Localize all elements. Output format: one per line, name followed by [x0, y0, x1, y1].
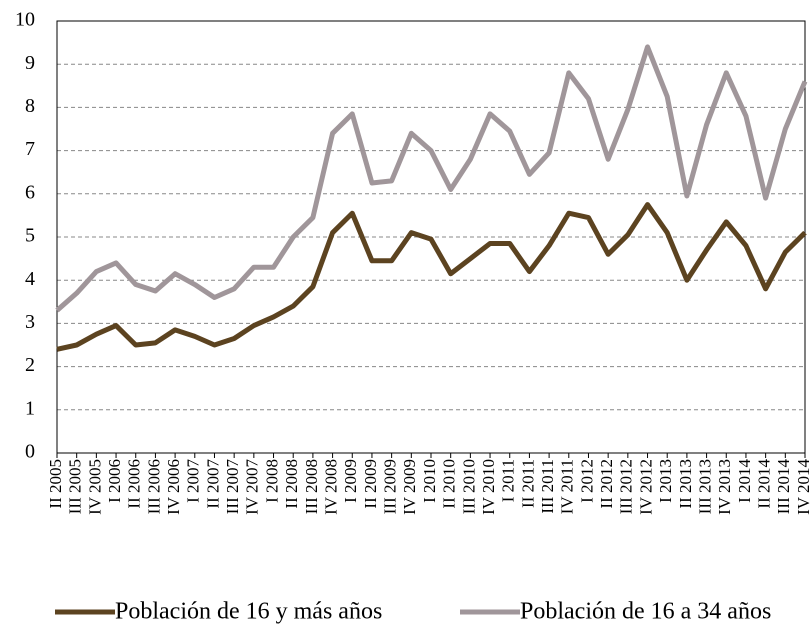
- x-tick-label: III 2012: [617, 459, 636, 514]
- x-tick-label: I 2013: [656, 459, 675, 503]
- y-tick-label: 4: [25, 268, 35, 290]
- x-tick-label: IV 2005: [85, 459, 104, 515]
- x-tick-label: III 2008: [302, 459, 321, 514]
- x-tick-label: III 2010: [459, 459, 478, 514]
- x-tick-label: II 2008: [282, 459, 301, 509]
- x-tick-label: II 2012: [597, 459, 616, 509]
- x-tick-label: II 2013: [676, 459, 695, 509]
- x-tick-label: III 2014: [774, 459, 793, 515]
- x-tick-label: II 2005: [46, 459, 65, 509]
- y-tick-label: 3: [25, 311, 35, 333]
- x-tick-label: IV 2009: [400, 459, 419, 515]
- x-tick-label: I 2011: [499, 459, 518, 502]
- x-tick-label: IV 2011: [558, 459, 577, 514]
- x-tick-label: IV 2010: [479, 459, 498, 515]
- x-tick-label: II 2009: [361, 459, 380, 509]
- x-tick-label: II 2010: [440, 459, 459, 509]
- x-tick-label: IV 2007: [243, 459, 262, 515]
- x-tick-label: III 2005: [66, 459, 85, 514]
- x-tick-label: IV 2014: [794, 459, 811, 515]
- x-tick-label: I 2009: [341, 459, 360, 503]
- x-tick-label: II 2007: [203, 459, 222, 509]
- x-tick-label: I 2010: [420, 459, 439, 503]
- y-tick-label: 2: [25, 354, 35, 376]
- x-tick-label: I 2007: [184, 459, 203, 503]
- x-tick-label: I 2006: [105, 459, 124, 503]
- y-tick-label: 6: [25, 181, 35, 203]
- x-tick-label: II 2011: [518, 459, 537, 508]
- y-tick-label: 0: [25, 441, 35, 463]
- x-tick-label: III 2013: [695, 459, 714, 514]
- y-tick-label: 8: [25, 95, 35, 117]
- legend-label: Población de 16 a 34 años: [520, 599, 771, 625]
- x-tick-label: IV 2008: [321, 459, 340, 515]
- x-tick-label: I 2014: [735, 459, 754, 503]
- y-tick-label: 1: [25, 397, 35, 419]
- x-tick-label: III 2007: [223, 459, 242, 515]
- x-tick-label: IV 2013: [715, 459, 734, 515]
- x-tick-label: IV 2012: [636, 459, 655, 515]
- x-tick-label: II 2014: [755, 459, 774, 509]
- legend-label: Población de 16 y más años: [115, 599, 382, 625]
- x-tick-label: III 2011: [538, 459, 557, 514]
- x-tick-label: III 2006: [144, 459, 163, 514]
- x-tick-label: III 2009: [381, 459, 400, 514]
- x-tick-label: I 2008: [262, 459, 281, 503]
- x-tick-label: I 2012: [577, 459, 596, 503]
- line-series: [55, 44, 808, 313]
- y-tick-label: 10: [15, 9, 35, 31]
- x-tick-label: II 2006: [125, 459, 144, 509]
- x-tick-label: IV 2006: [164, 459, 183, 515]
- y-tick-label: 9: [25, 52, 35, 74]
- line-series: [56, 202, 807, 352]
- y-tick-label: 5: [25, 225, 35, 247]
- y-tick-label: 7: [25, 138, 35, 160]
